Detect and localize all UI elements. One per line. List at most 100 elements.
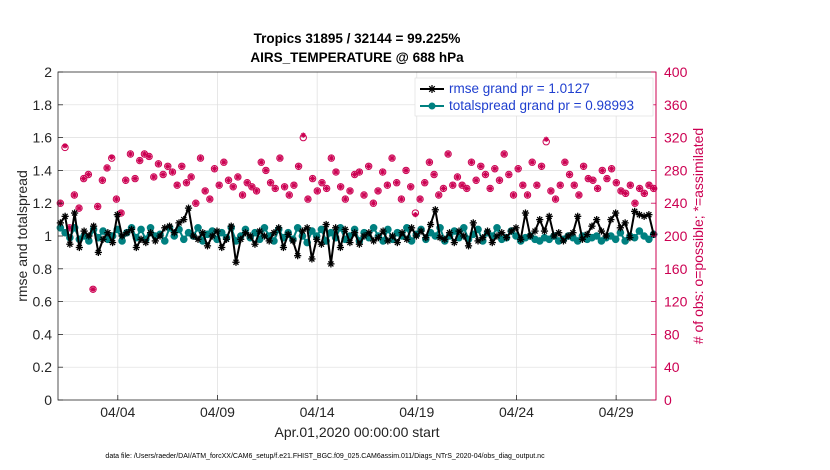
x-tick-label: 04/24 [499, 404, 534, 420]
x-tick-label: 04/29 [599, 404, 634, 420]
obs-possible-point [89, 285, 97, 293]
rmse-point [279, 243, 288, 252]
totalspread-point [621, 237, 629, 245]
obs-possible-point [505, 170, 513, 179]
obs-assimilated-point [310, 176, 316, 182]
rmse-point [294, 252, 302, 260]
obs-assimilated-point [193, 200, 199, 206]
rmse-point [203, 242, 212, 250]
legend-spread-label: totalspread grand pr = 0.98993 [449, 98, 634, 113]
rmse-point [241, 229, 250, 237]
rmse-point [66, 240, 74, 248]
axes: 0 0 0.2 40 0.4 80 0.6 120 0.8 160 1 200 1.2 240 1.4 280… [33, 64, 688, 420]
totalspread-point [179, 235, 188, 244]
rmse-point [71, 209, 79, 217]
rmse-point [403, 235, 411, 243]
obs-possible-point [84, 170, 93, 179]
obs-possible-point [383, 181, 392, 189]
rmse-point [123, 229, 131, 237]
data-file-footnote: data file: /Users/raeder/DAI/ATM_forcXX/… [105, 453, 545, 460]
left-tick-label: 0.4 [33, 326, 53, 342]
obs-assimilated-point [609, 166, 615, 172]
rmse-point [237, 235, 245, 243]
rmse-point [365, 229, 373, 237]
obs-assimilated-point [235, 174, 241, 180]
rmse-point [189, 232, 197, 240]
obs-assimilated-point [534, 182, 540, 188]
obs-assimilated-point [141, 151, 148, 157]
rmse-point [142, 238, 150, 247]
obs-possible-point [575, 191, 583, 199]
obs-possible-point [495, 176, 504, 184]
left-tick-label: 0.2 [33, 359, 53, 375]
obs-assimilated-point [496, 177, 503, 183]
obs-assimilated-point [109, 154, 115, 160]
legend-swatches [420, 85, 444, 110]
right-tick-label: 360 [664, 97, 688, 113]
rmse-point [165, 222, 174, 230]
obs-assimilated-point [595, 185, 601, 192]
legend-spread-marker [428, 102, 436, 110]
obs-assimilated-point [548, 188, 554, 194]
rmse-point [469, 219, 477, 227]
rmse-point [483, 227, 492, 235]
obs-assimilated-point [338, 184, 344, 190]
obs-assimilated-point [566, 171, 573, 178]
obs-possible-point [472, 176, 480, 184]
obs-assimilated-point [160, 171, 166, 178]
obs-assimilated-point [623, 190, 629, 196]
obs-assimilated-point [221, 159, 227, 165]
obs-possible-point [112, 195, 121, 203]
rmse-point [170, 229, 178, 237]
obs-possible-point [509, 191, 518, 199]
obs-possible-point [210, 165, 219, 173]
obs-assimilated-point [314, 188, 320, 194]
obs-possible-point [477, 162, 485, 171]
rmse-point [616, 224, 625, 232]
obs-possible-point [346, 187, 354, 195]
rmse-point [308, 255, 316, 263]
right-tick-label: 160 [664, 261, 688, 277]
obs-assimilated-point [618, 188, 624, 194]
right-tick-label: 200 [664, 228, 688, 244]
obs-assimilated-point [538, 163, 545, 169]
x-tick-label: 04/09 [200, 404, 235, 420]
rmse-point [118, 232, 126, 240]
obs-assimilated-point [394, 180, 400, 186]
obs-assimilated-point [324, 185, 330, 192]
obs-assimilated-point [165, 163, 171, 169]
rmse-point [407, 224, 416, 232]
obs-possible-point [182, 179, 191, 187]
right-tick-label: 280 [664, 162, 688, 178]
obs-possible-point [621, 189, 630, 198]
rmse-point [313, 235, 321, 243]
rmse-point [265, 237, 273, 245]
rmse-point [526, 232, 534, 240]
rmse-point [275, 224, 283, 232]
obs-possible-point [626, 181, 635, 189]
obs-assimilated-point [328, 155, 334, 161]
obs-assimilated-point [613, 180, 619, 186]
obs-assimilated-point [113, 196, 119, 202]
obs-possible-point [416, 195, 424, 203]
obs-assimilated-point [426, 159, 433, 165]
obs-assimilated-point [450, 182, 456, 188]
obs-possible-point [388, 154, 396, 162]
obs-assimilated-point [464, 185, 470, 192]
x-tick-label: 04/04 [100, 404, 135, 420]
obs-possible-point [360, 191, 368, 199]
rmse-point [270, 229, 278, 237]
obs-possible-point [150, 173, 158, 181]
obs-possible-point [500, 150, 508, 158]
obs-assimilated-point [412, 212, 418, 218]
rmse-point [540, 227, 549, 235]
obs-possible-point [425, 158, 434, 166]
rmse-point [626, 234, 634, 242]
obs-assimilated-point [352, 171, 358, 178]
obs-assimilated-point [211, 166, 218, 172]
obs-assimilated-point [216, 182, 222, 188]
obs-assimilated-point [501, 151, 507, 157]
rmse-point [379, 227, 387, 235]
rmse-point [61, 212, 69, 220]
obs-possible-point [561, 158, 569, 166]
